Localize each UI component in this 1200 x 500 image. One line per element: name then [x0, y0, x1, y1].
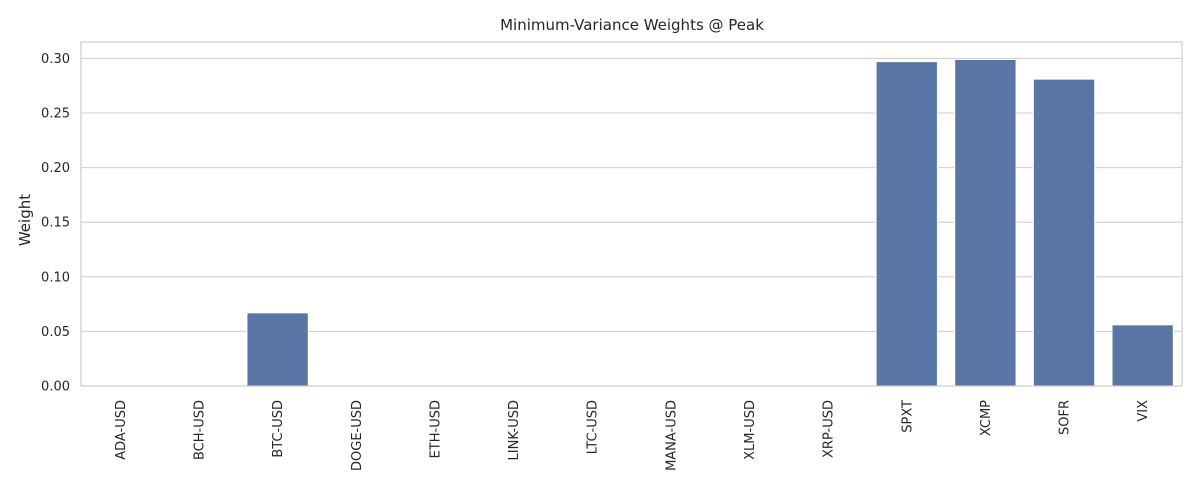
plot-frame — [80, 41, 1183, 387]
gridlines — [81, 57, 1182, 332]
x-tick-label: SOFR — [1058, 400, 1073, 435]
y-tick-label: 0.15 — [41, 216, 70, 231]
y-tick-labels: 0.00 0.05 0.10 0.15 0.20 0.25 0.30 — [41, 52, 70, 395]
y-tick-label: 0.00 — [41, 380, 70, 395]
x-tick-label: XLM-USD — [743, 400, 758, 460]
x-tick-label: BCH-USD — [192, 400, 207, 460]
x-tick-label: XRP-USD — [822, 400, 837, 458]
y-tick-label: 0.05 — [41, 325, 70, 340]
y-tick-label: 0.25 — [41, 106, 70, 121]
x-tick-label: VIX — [1136, 400, 1151, 422]
bar — [1111, 324, 1174, 387]
y-tick-label: 0.10 — [41, 270, 70, 285]
x-tick-label: DOGE-USD — [350, 400, 365, 471]
x-tick-label: MANA-USD — [664, 400, 679, 471]
x-tick-labels: ADA-USD BCH-USD BTC-USD DOGE-USD ETH-USD LINK… — [114, 400, 1151, 471]
x-tick-label: ETH-USD — [428, 400, 443, 458]
x-tick-label: SPXT — [900, 400, 915, 433]
bar — [246, 312, 309, 387]
bar — [1032, 78, 1096, 387]
bars — [246, 58, 1174, 387]
y-tick-label: 0.30 — [41, 52, 70, 67]
x-tick-label: XCMP — [979, 400, 994, 436]
x-tick-label: LTC-USD — [586, 400, 601, 454]
bar — [954, 58, 1017, 387]
x-tick-label: LINK-USD — [507, 400, 522, 460]
y-tick-label: 0.20 — [41, 161, 70, 176]
x-tick-label: BTC-USD — [271, 400, 286, 458]
bar — [875, 61, 938, 387]
axes — [80, 41, 1183, 387]
y-axis-label: Weight — [16, 194, 34, 246]
x-tick-label: ADA-USD — [114, 400, 129, 460]
chart-title: Minimum-Variance Weights @ Peak — [500, 16, 764, 34]
